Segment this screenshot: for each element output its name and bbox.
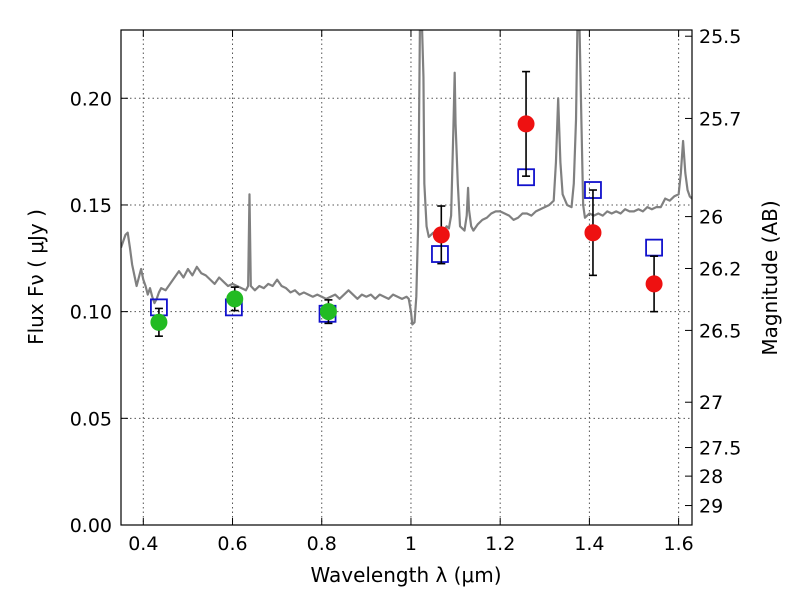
red-data-point (584, 224, 602, 242)
plot-frame (120, 29, 693, 526)
x-tick-label: 1.4 (574, 533, 604, 555)
y-tick-label: 0.10 (70, 302, 112, 324)
y-tick-label: 0.05 (70, 408, 112, 430)
spectrum-line (121, 30, 692, 326)
model-square (431, 245, 449, 263)
x-axis: 0.4 0.6 0.8 1 1.2 1.4 1.6 (128, 30, 694, 555)
green-data-point (226, 290, 244, 308)
y2-tick-label: 25.7 (699, 108, 741, 130)
y-tick-label: 0.20 (70, 88, 112, 110)
y2-axis-label: Magnitude (AB) (758, 200, 782, 355)
red-data-point (517, 115, 535, 133)
x-tick-label: 1.2 (485, 533, 515, 555)
y2-tick-label: 26.2 (699, 258, 741, 280)
x-tick-label: 1 (405, 533, 417, 555)
y-tick-label: 0.00 (70, 515, 112, 537)
red-data-point (645, 275, 663, 293)
x-tick-label: 0.4 (128, 533, 158, 555)
y2-tick-label: 26.5 (699, 320, 741, 342)
grid (121, 30, 692, 526)
y2-tick-label: 27.5 (699, 438, 741, 460)
x-tick-label: 0.6 (217, 533, 247, 555)
x-tick-label: 0.8 (307, 533, 337, 555)
red-data-point (432, 226, 450, 244)
y-axis: 0.00 0.05 0.10 0.15 0.20 (70, 88, 128, 537)
x-tick-label: 1.6 (664, 533, 694, 555)
green-data-point (150, 313, 168, 331)
y-tick-label: 0.15 (70, 195, 112, 217)
y2-tick-label: 29 (699, 496, 723, 518)
y2-axis: 25.5 25.7 26 26.2 26.5 27 27.5 28 29 (685, 26, 741, 518)
spectrum-layer (121, 30, 692, 326)
points-layer (150, 70, 663, 337)
x-axis-label: Wavelength λ (μm) (310, 563, 501, 587)
green-data-point (319, 303, 337, 321)
y2-tick-label: 27 (699, 392, 723, 414)
y2-tick-label: 28 (699, 466, 723, 488)
y-axis-label: Flux Fν ( μJy ) (24, 209, 48, 345)
y2-tick-label: 26 (699, 207, 723, 229)
y2-tick-label: 25.5 (699, 26, 741, 48)
